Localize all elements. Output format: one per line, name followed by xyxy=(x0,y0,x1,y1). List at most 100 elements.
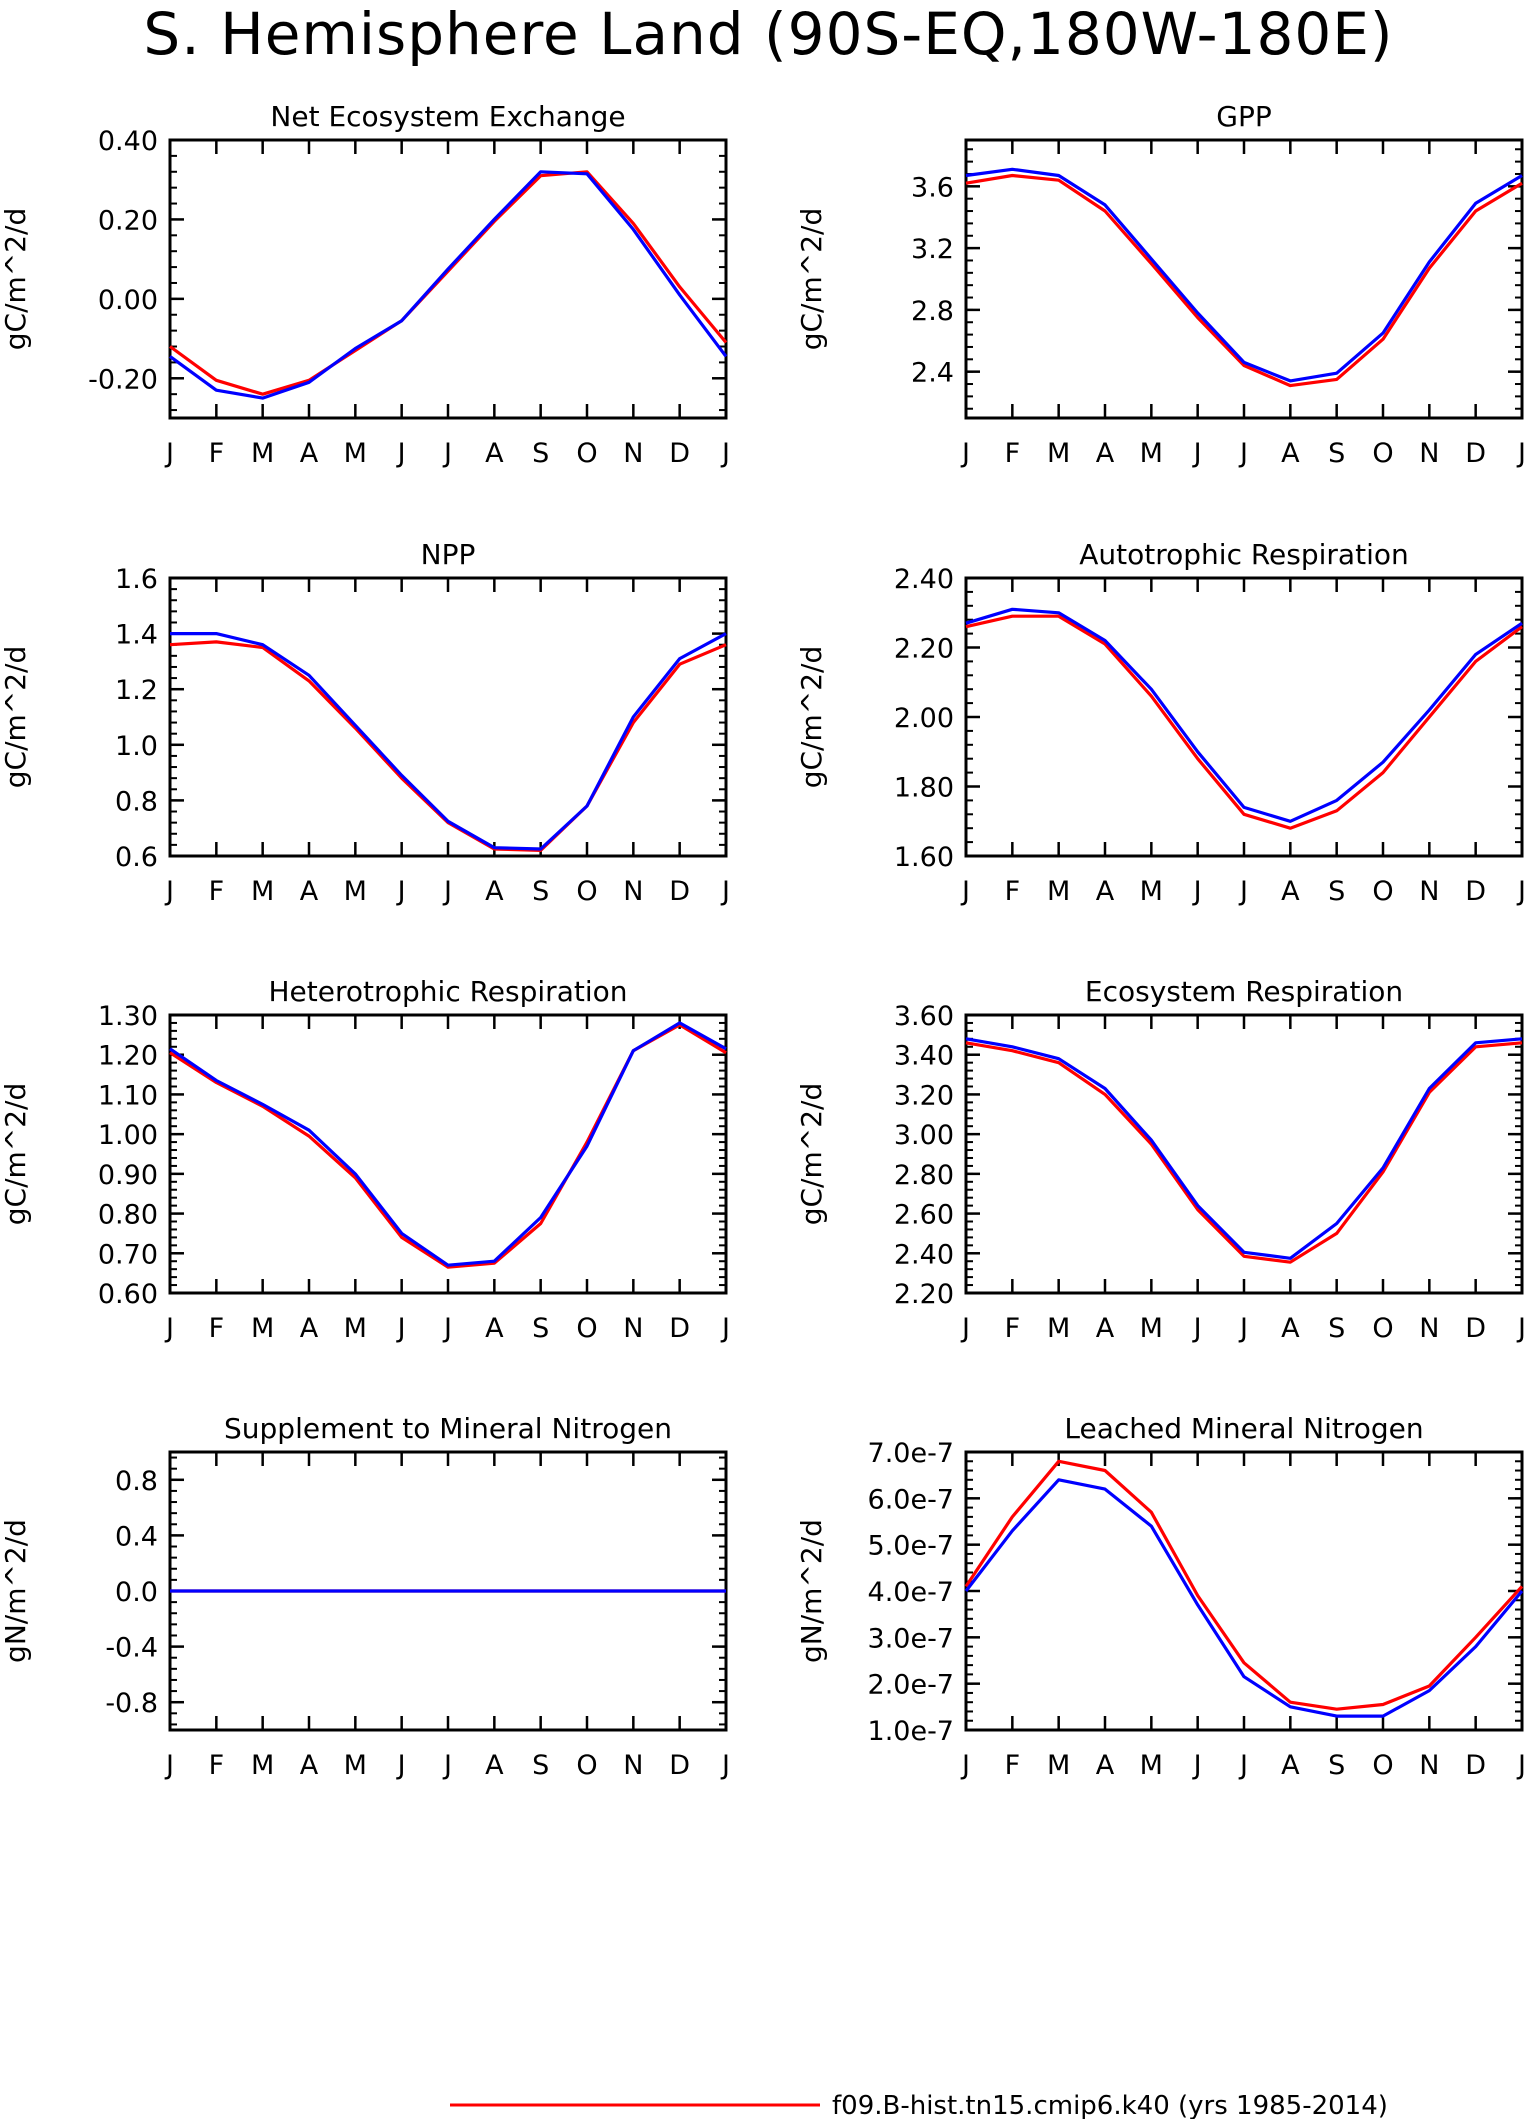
x-tick-label: M xyxy=(344,876,367,907)
y-tick-label: -0.4 xyxy=(105,1633,158,1664)
panel-title: Ecosystem Respiration xyxy=(1085,975,1403,1008)
y-tick-label: 2.0e-7 xyxy=(868,1670,954,1701)
y-tick-label: 2.40 xyxy=(894,1239,954,1270)
x-tick-label: N xyxy=(1419,438,1439,469)
y-tick-label: 3.2 xyxy=(911,234,954,265)
y-axis-label: gC/m^2/d xyxy=(0,208,32,351)
x-tick-label: J xyxy=(720,876,730,907)
plot-frame xyxy=(168,576,728,858)
x-tick-label: O xyxy=(1372,876,1393,907)
x-tick-label: F xyxy=(1005,438,1021,469)
plot-frame xyxy=(168,138,728,420)
x-tick-label: J xyxy=(1516,876,1526,907)
x-tick-label: J xyxy=(396,1313,406,1344)
x-tick-label: A xyxy=(485,1313,504,1344)
x-tick-label: N xyxy=(623,876,643,907)
x-tick-label: J xyxy=(720,1750,730,1781)
y-tick-label: -0.20 xyxy=(88,364,158,395)
y-tick-label: 6.0e-7 xyxy=(868,1484,954,1515)
x-tick-label: J xyxy=(442,876,452,907)
x-tick-label: S xyxy=(532,1750,549,1781)
x-tick-label: A xyxy=(300,1750,319,1781)
series-line-blue xyxy=(965,1037,1523,1260)
chart-panel: Leached Mineral Nitrogen gN/m^2/d 1.0e-7 2.… xyxy=(795,1412,1526,1781)
x-tick-label: F xyxy=(1005,1750,1021,1781)
x-tick-label: F xyxy=(1005,1313,1021,1344)
x-tick-label: F xyxy=(209,1750,225,1781)
y-tick-label: 7.0e-7 xyxy=(868,1438,954,1469)
x-tick-label: S xyxy=(532,438,549,469)
panel-title: Leached Mineral Nitrogen xyxy=(1064,1412,1423,1445)
y-tick-label: 2.4 xyxy=(911,358,954,389)
x-tick-label: A xyxy=(1281,1313,1300,1344)
x-tick-label: J xyxy=(164,1750,174,1781)
x-tick-label: J xyxy=(1238,876,1248,907)
x-tick-label: A xyxy=(300,438,319,469)
plot-frame xyxy=(168,1013,728,1295)
x-tick-label: M xyxy=(1047,438,1070,469)
y-tick-label: 1.2 xyxy=(115,675,158,706)
x-tick-label: N xyxy=(1419,1750,1439,1781)
panel-title: Heterotrophic Respiration xyxy=(269,975,628,1008)
x-tick-label: S xyxy=(1328,1313,1345,1344)
y-tick-label: 0.20 xyxy=(98,205,158,236)
x-tick-label: A xyxy=(1096,1750,1115,1781)
y-tick-label: 1.20 xyxy=(98,1041,158,1072)
x-tick-label: D xyxy=(1465,438,1486,469)
x-tick-label: A xyxy=(485,876,504,907)
x-tick-label: J xyxy=(1192,438,1202,469)
x-tick-label: J xyxy=(1238,1313,1248,1344)
x-tick-label: A xyxy=(1096,1313,1115,1344)
y-tick-label: 1.0e-7 xyxy=(868,1716,954,1747)
y-tick-label: 1.0 xyxy=(115,731,158,762)
panel-title: NPP xyxy=(421,538,476,571)
x-tick-label: D xyxy=(669,1313,690,1344)
x-tick-label: S xyxy=(1328,438,1345,469)
x-tick-label: S xyxy=(532,1313,549,1344)
series-line-blue xyxy=(965,167,1523,383)
y-tick-label: 0.80 xyxy=(98,1200,158,1231)
x-tick-label: O xyxy=(576,1313,597,1344)
x-tick-label: A xyxy=(1281,438,1300,469)
x-tick-label: J xyxy=(442,1313,452,1344)
y-axis-label: gC/m^2/d xyxy=(795,208,828,351)
x-tick-label: M xyxy=(344,1750,367,1781)
x-tick-label: J xyxy=(396,876,406,907)
x-tick-label: N xyxy=(623,438,643,469)
y-axis-label: gC/m^2/d xyxy=(0,1083,32,1226)
x-tick-label: M xyxy=(344,438,367,469)
x-tick-label: F xyxy=(209,1313,225,1344)
x-tick-label: A xyxy=(1281,1750,1300,1781)
x-tick-label: M xyxy=(1047,1313,1070,1344)
series-line-red xyxy=(964,1459,1524,1711)
y-tick-label: 3.00 xyxy=(894,1120,954,1151)
y-tick-label: 4.0e-7 xyxy=(868,1577,954,1608)
chart-panel: Supplement to Mineral Nitrogen gN/m^2/d -0… xyxy=(0,1412,730,1781)
y-tick-label: 2.20 xyxy=(894,1279,954,1310)
plot-frame xyxy=(964,1450,1524,1732)
y-tick-label: 1.00 xyxy=(98,1120,158,1151)
y-tick-label: -0.8 xyxy=(105,1688,158,1719)
panel-title: Supplement to Mineral Nitrogen xyxy=(224,1412,672,1445)
y-axis-label: gC/m^2/d xyxy=(795,646,828,789)
x-tick-label: O xyxy=(576,1750,597,1781)
y-tick-label: 2.8 xyxy=(911,296,954,327)
x-tick-label: J xyxy=(720,1313,730,1344)
x-tick-label: D xyxy=(1465,1313,1486,1344)
chart-panel: Autotrophic Respiration gC/m^2/d 1.60 1.80 2… xyxy=(795,538,1526,907)
x-tick-label: M xyxy=(344,1313,367,1344)
x-tick-label: J xyxy=(960,438,970,469)
y-tick-label: 2.40 xyxy=(894,564,954,595)
x-tick-label: J xyxy=(1516,1313,1526,1344)
y-tick-label: 1.4 xyxy=(115,620,158,651)
x-tick-label: J xyxy=(164,876,174,907)
panel-title: GPP xyxy=(1216,100,1271,133)
y-axis-label: gC/m^2/d xyxy=(795,1083,828,1226)
x-tick-label: A xyxy=(300,876,319,907)
x-tick-label: A xyxy=(1096,438,1115,469)
x-tick-label: M xyxy=(1140,1750,1163,1781)
plot-frame xyxy=(964,138,1524,420)
x-tick-label: D xyxy=(669,1750,690,1781)
x-tick-label: J xyxy=(960,1313,970,1344)
